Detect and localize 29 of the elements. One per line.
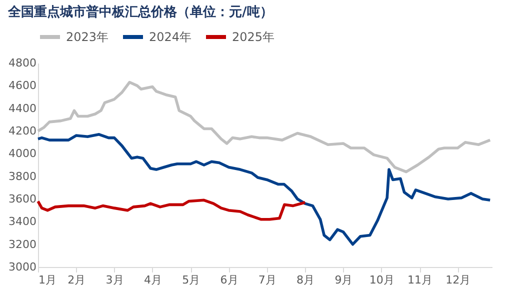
- x-tick-label: 5月: [182, 274, 200, 286]
- y-tick-label: 3800: [8, 170, 36, 183]
- legend-label: 2025年: [232, 30, 275, 44]
- line-series: [36, 80, 492, 174]
- x-tick-label: 4月: [144, 274, 162, 286]
- y-tick-label: 4400: [8, 102, 36, 115]
- legend-label: 2024年: [149, 30, 192, 44]
- y-tick-label: 4600: [8, 79, 36, 92]
- y-tick-label: 3600: [8, 192, 36, 206]
- y-tick-label: 3400: [8, 215, 36, 228]
- chart-title: 全国重点城市普中板汇总价格（单位：元/吨）: [7, 4, 273, 20]
- y-tick-label: 3200: [8, 238, 36, 251]
- line-series: [36, 133, 492, 246]
- legend-label: 2023年: [66, 30, 109, 44]
- x-tick-label: 10月: [369, 274, 394, 286]
- x-tick-label: 12月: [446, 274, 471, 286]
- y-tick-label: 4800: [8, 56, 36, 70]
- x-tick-label: 11月: [408, 274, 433, 286]
- y-tick-label: 4200: [8, 124, 36, 138]
- y-tick-label: 4000: [8, 147, 36, 160]
- x-tick-label: 1月: [38, 274, 56, 286]
- x-tick-label: 2月: [68, 274, 86, 286]
- x-tick-label: 6月: [220, 274, 238, 286]
- x-tick-label: 9月: [334, 274, 353, 286]
- x-tick-label: 7月: [258, 274, 276, 286]
- y-tick-label: 3000: [8, 260, 36, 274]
- x-tick-label: 3月: [106, 274, 124, 286]
- x-tick-label: 8月: [296, 274, 315, 286]
- line-series: [36, 198, 306, 221]
